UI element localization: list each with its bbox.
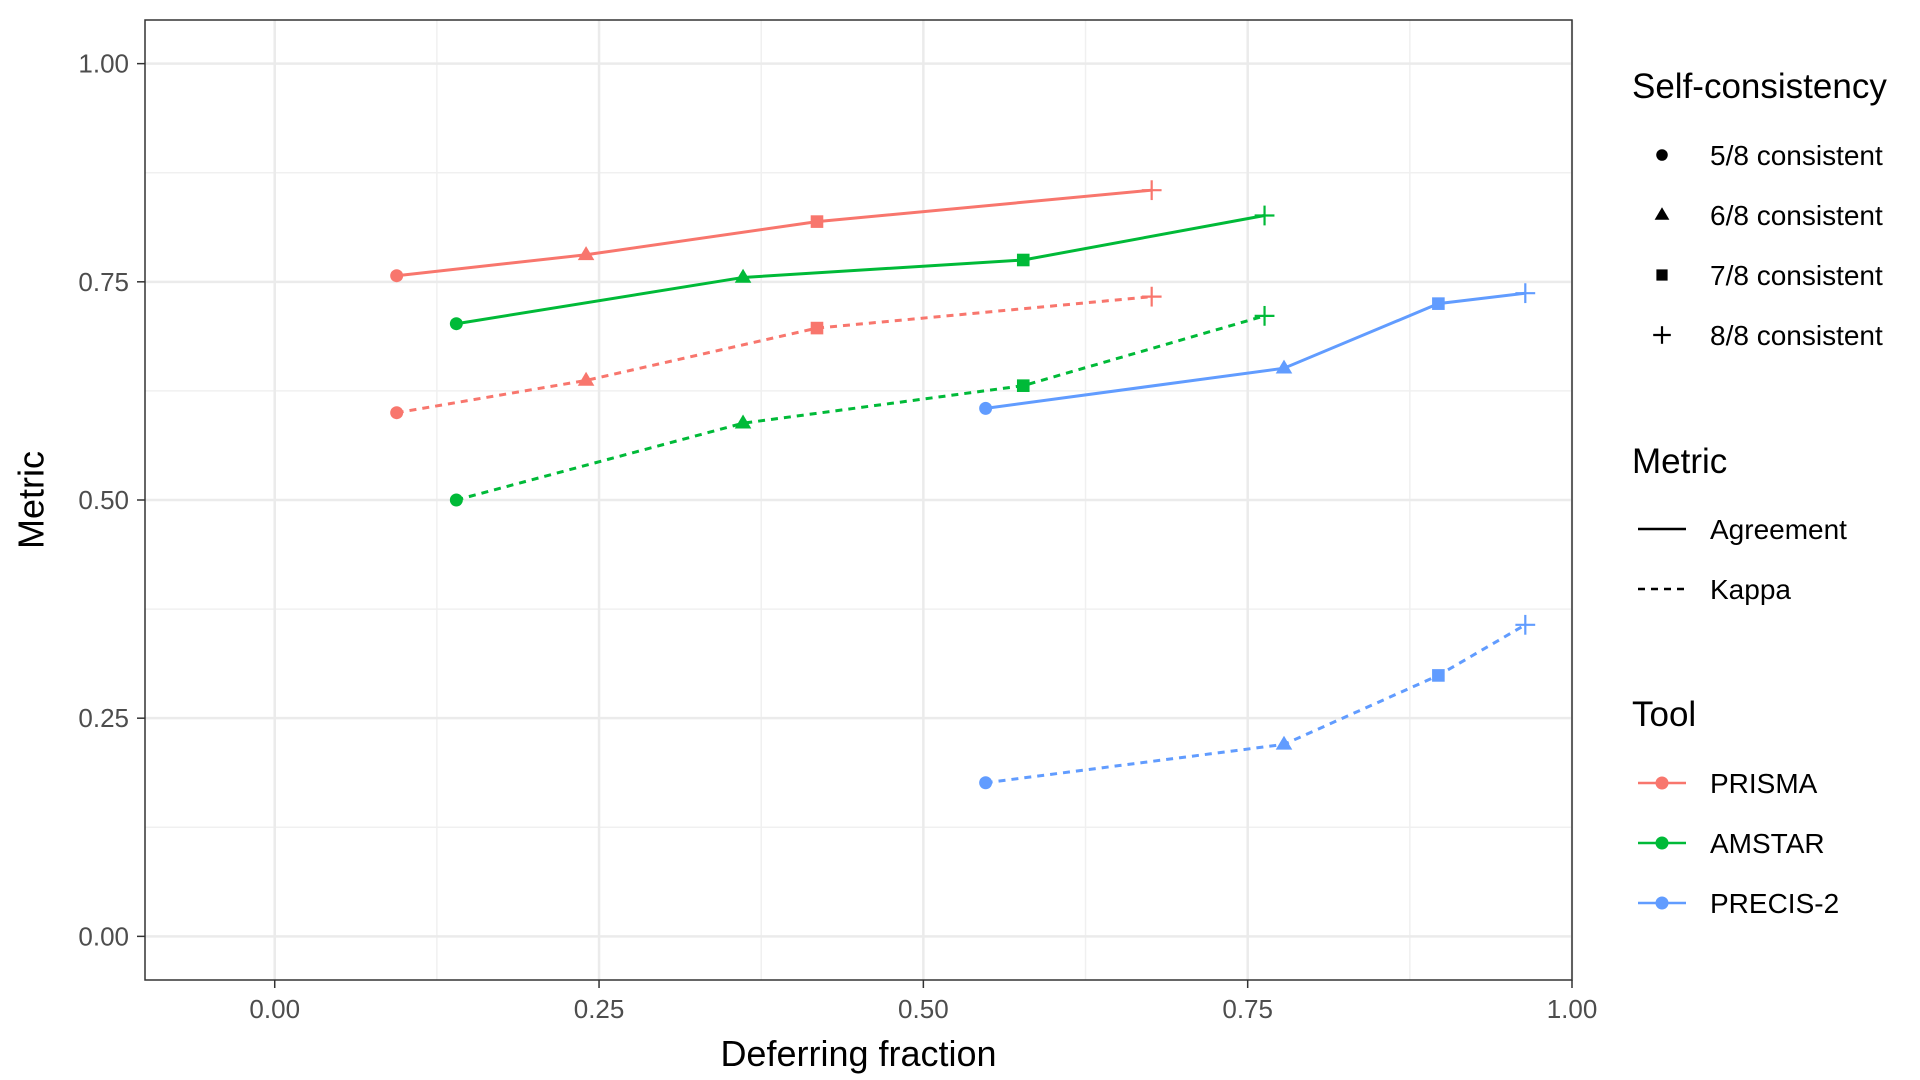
data-point-square (810, 321, 824, 335)
legends: Self-consistency 5/8 consistent 6/8 consis… (1632, 67, 1887, 919)
x-tick-label: 0.25 (574, 994, 625, 1024)
y-tick-label: 1.00 (78, 49, 129, 79)
series-line (985, 623, 1527, 785)
series-line (396, 188, 1152, 278)
x-tick-label: 0.50 (898, 994, 949, 1024)
series-amstar-agreement (449, 205, 1275, 331)
data-point-square (810, 215, 824, 228)
series-line (455, 314, 1265, 502)
y-tick-label: 0.75 (78, 267, 129, 297)
legend-label-metric: Kappa (1710, 574, 1791, 605)
legend-key-point-precis-2 (1655, 896, 1669, 910)
data-point-triangle (734, 268, 752, 283)
data-point-plus (1254, 305, 1275, 326)
series-amstar-kappa (449, 305, 1275, 507)
y-tick-label: 0.50 (78, 485, 129, 515)
data-point-square (1432, 297, 1445, 310)
data-point-square (1016, 379, 1030, 392)
series-prisma-agreement (390, 180, 1162, 283)
data-point-plus (1141, 286, 1162, 307)
series-line (985, 291, 1526, 410)
x-tick-label: 1.00 (1547, 994, 1598, 1024)
axes: 0.00 0.25 0.50 0.75 1.00 0.00 0.25 0.50 0.75 1.00 (78, 19, 1598, 1024)
series-line (456, 214, 1265, 326)
x-axis-title: Deferring fraction (720, 1033, 996, 1074)
legend-key-circle (1656, 149, 1668, 161)
legend-key-plus (1653, 326, 1671, 344)
data-point-square (1432, 669, 1445, 682)
legend-label-metric: Agreement (1710, 514, 1847, 545)
series-precis-2-kappa (979, 614, 1536, 790)
legend-key-point-prisma (1655, 776, 1669, 790)
data-point-triangle (577, 371, 595, 386)
data-point-triangle (1275, 359, 1293, 374)
data-point-triangle (1275, 735, 1293, 750)
data-point-circle (449, 317, 463, 331)
data-point-plus (1515, 283, 1536, 304)
data-point-circle (979, 776, 993, 790)
series-prisma-kappa (390, 286, 1162, 420)
y-tick-label: 0.25 (78, 703, 129, 733)
legend-label-shape: 5/8 consistent (1710, 140, 1883, 171)
legend-label-shape: 6/8 consistent (1710, 200, 1883, 231)
legend-title-metric: Metric (1632, 442, 1727, 481)
legend-label-tool: PRECIS-2 (1710, 888, 1839, 919)
legend-key-square (1656, 269, 1668, 281)
legend-label-shape: 7/8 consistent (1710, 260, 1883, 291)
data-point-circle (449, 493, 463, 507)
series-line (396, 295, 1152, 415)
x-tick-label: 0.75 (1222, 994, 1273, 1024)
data-point-triangle (577, 246, 595, 261)
data-point-triangle (734, 414, 752, 429)
data-point-plus (1254, 205, 1275, 226)
x-tick-label: 0.00 (249, 994, 300, 1024)
legend-key-point-amstar (1655, 836, 1669, 850)
legend-label-tool: PRISMA (1710, 768, 1818, 799)
data-point-plus (1141, 180, 1162, 201)
legend-label-shape: 8/8 consistent (1710, 320, 1883, 351)
data-point-circle (390, 269, 404, 283)
legend-title-self-consistency: Self-consistency (1632, 67, 1887, 106)
data-point-circle (390, 406, 404, 420)
data-point-square (1016, 253, 1030, 267)
legend-title-tool: Tool (1632, 695, 1696, 734)
data-point-plus (1515, 614, 1536, 635)
legend-label-tool: AMSTAR (1710, 828, 1825, 859)
y-axis-title: Metric (11, 451, 52, 549)
legend-key-triangle (1654, 207, 1670, 220)
series-precis-2-agreement (979, 283, 1536, 415)
data-point-circle (979, 401, 993, 415)
y-tick-label: 0.00 (78, 921, 129, 951)
